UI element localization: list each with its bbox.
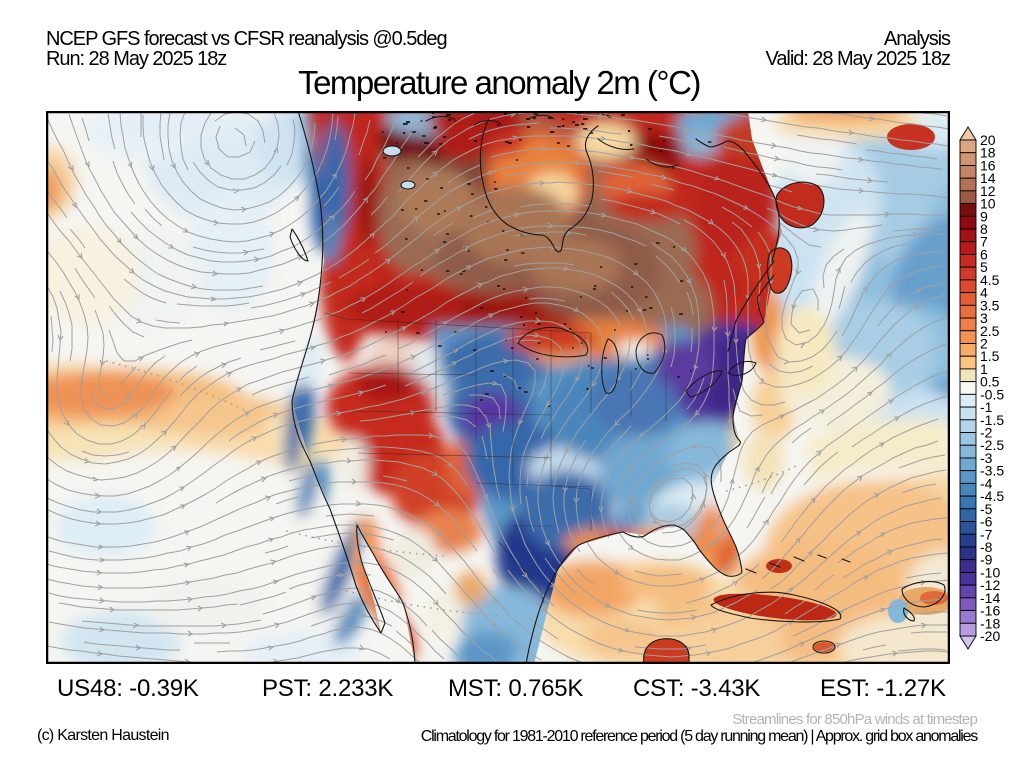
svg-text:5: 5	[980, 259, 988, 275]
svg-text:-7: -7	[980, 526, 993, 542]
svg-text:12: 12	[980, 183, 996, 199]
svg-text:-6: -6	[980, 514, 993, 530]
svg-text:-12: -12	[980, 577, 1000, 593]
svg-text:-4.5: -4.5	[980, 488, 1004, 504]
svg-text:-3: -3	[980, 450, 993, 466]
svg-text:-16: -16	[980, 603, 1000, 619]
svg-text:-9: -9	[980, 552, 993, 568]
svg-text:2.5: 2.5	[980, 323, 1000, 339]
svg-text:-1: -1	[980, 399, 993, 415]
svg-text:1: 1	[980, 361, 988, 377]
svg-text:-8: -8	[980, 539, 993, 555]
svg-text:-14: -14	[980, 590, 1000, 606]
svg-text:3.5: 3.5	[980, 297, 1000, 313]
svg-text:16: 16	[980, 157, 996, 173]
svg-text:20: 20	[980, 132, 996, 148]
svg-text:2: 2	[980, 335, 988, 351]
svg-text:10: 10	[980, 196, 996, 212]
svg-text:-2: -2	[980, 425, 993, 441]
svg-text:1.5: 1.5	[980, 348, 1000, 364]
svg-text:-10: -10	[980, 564, 1000, 580]
svg-text:14: 14	[980, 170, 996, 186]
svg-text:-20: -20	[980, 628, 1000, 644]
svg-text:4: 4	[980, 285, 988, 301]
svg-text:-2.5: -2.5	[980, 437, 1004, 453]
svg-text:-18: -18	[980, 615, 1000, 631]
svg-text:-3.5: -3.5	[980, 463, 1004, 479]
svg-text:9: 9	[980, 208, 988, 224]
svg-text:-0.5: -0.5	[980, 386, 1004, 402]
svg-text:4.5: 4.5	[980, 272, 1000, 288]
svg-text:6: 6	[980, 246, 988, 262]
svg-text:-5: -5	[980, 501, 993, 517]
svg-text:7: 7	[980, 234, 988, 250]
svg-text:8: 8	[980, 221, 988, 237]
svg-text:0.5: 0.5	[980, 374, 1000, 390]
svg-text:-4: -4	[980, 475, 993, 491]
svg-text:3: 3	[980, 310, 988, 326]
svg-text:18: 18	[980, 145, 996, 161]
svg-text:-1.5: -1.5	[980, 412, 1004, 428]
